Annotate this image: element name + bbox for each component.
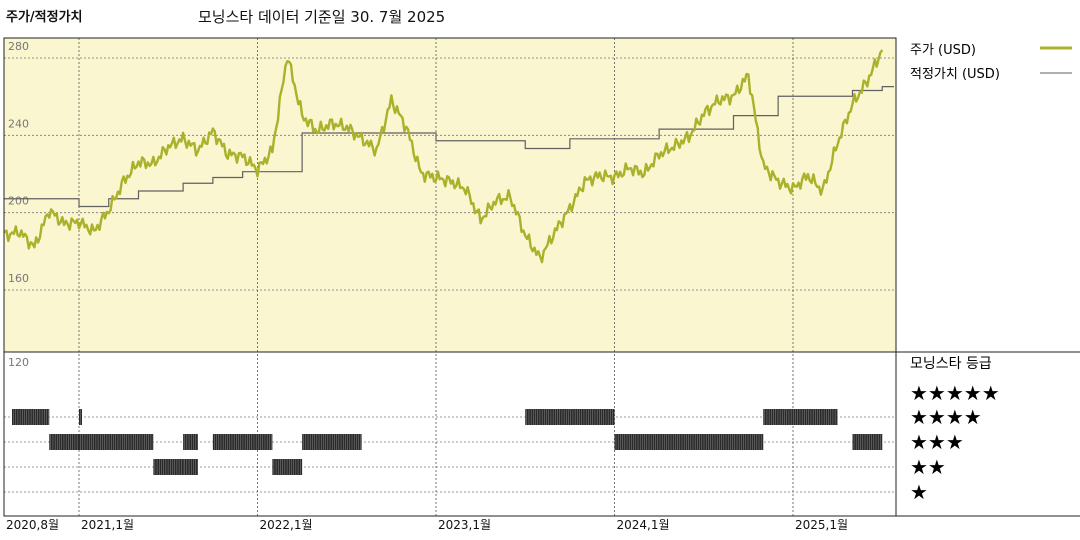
rating-history	[12, 409, 883, 475]
rating-2-stars: ★★	[910, 455, 946, 479]
rating-bar	[79, 409, 82, 425]
rating-4-stars: ★★★★	[910, 405, 982, 429]
rating-bar	[272, 459, 303, 475]
rating-bar	[183, 434, 199, 450]
x-tick-label: 2022,1월	[260, 518, 313, 532]
rating-bar	[614, 434, 764, 450]
rating-bar	[183, 459, 199, 475]
chart-title: 주가/적정가치	[6, 10, 83, 25]
y-axis-ticks: 280 240 200 160 120	[8, 40, 29, 369]
rating-1-star: ★	[910, 480, 928, 504]
rating-bar	[79, 434, 154, 450]
rating-5-stars: ★★★★★	[910, 381, 1000, 405]
rating-bar	[12, 409, 50, 425]
rating-bar	[763, 409, 838, 425]
x-tick-label: 2025,1월	[795, 518, 848, 532]
rating-title: 모닝스타 등급	[910, 356, 992, 372]
chart-frame	[3, 37, 1080, 517]
legend-price-label: 주가 (USD)	[910, 43, 976, 58]
price-plot-area	[4, 38, 896, 352]
x-tick-label: 2021,1월	[81, 518, 134, 532]
rating-bar	[49, 434, 79, 450]
legend-fair-label: 적정가치 (USD)	[910, 67, 1000, 82]
rating-bar	[525, 409, 615, 425]
y-tick-label: 280	[8, 40, 29, 53]
rating-bar	[852, 434, 883, 450]
y-tick-label: 160	[8, 272, 29, 285]
rating-bar	[212, 434, 273, 450]
x-tick-label: 2023,1월	[438, 518, 491, 532]
y-tick-label: 120	[8, 356, 29, 369]
rating-3-stars: ★★★	[910, 430, 964, 454]
x-tick-label: 2020,8월	[6, 518, 59, 532]
x-axis-ticks: 2020,8월 2021,1월 2022,1월 2023,1월 2024,1월 2025,…	[6, 518, 848, 532]
series-lines	[3, 49, 894, 264]
y-tick-label: 240	[8, 117, 29, 130]
rating-bar	[302, 434, 362, 450]
data-date-subtitle: 모닝스타 데이터 기준일 30. 7월 2025	[198, 8, 446, 26]
price-line	[3, 49, 884, 264]
x-tick-label: 2024,1월	[617, 518, 670, 532]
rating-bar	[153, 459, 184, 475]
fair-value-line	[4, 86, 894, 208]
y-tick-label: 200	[8, 195, 29, 208]
